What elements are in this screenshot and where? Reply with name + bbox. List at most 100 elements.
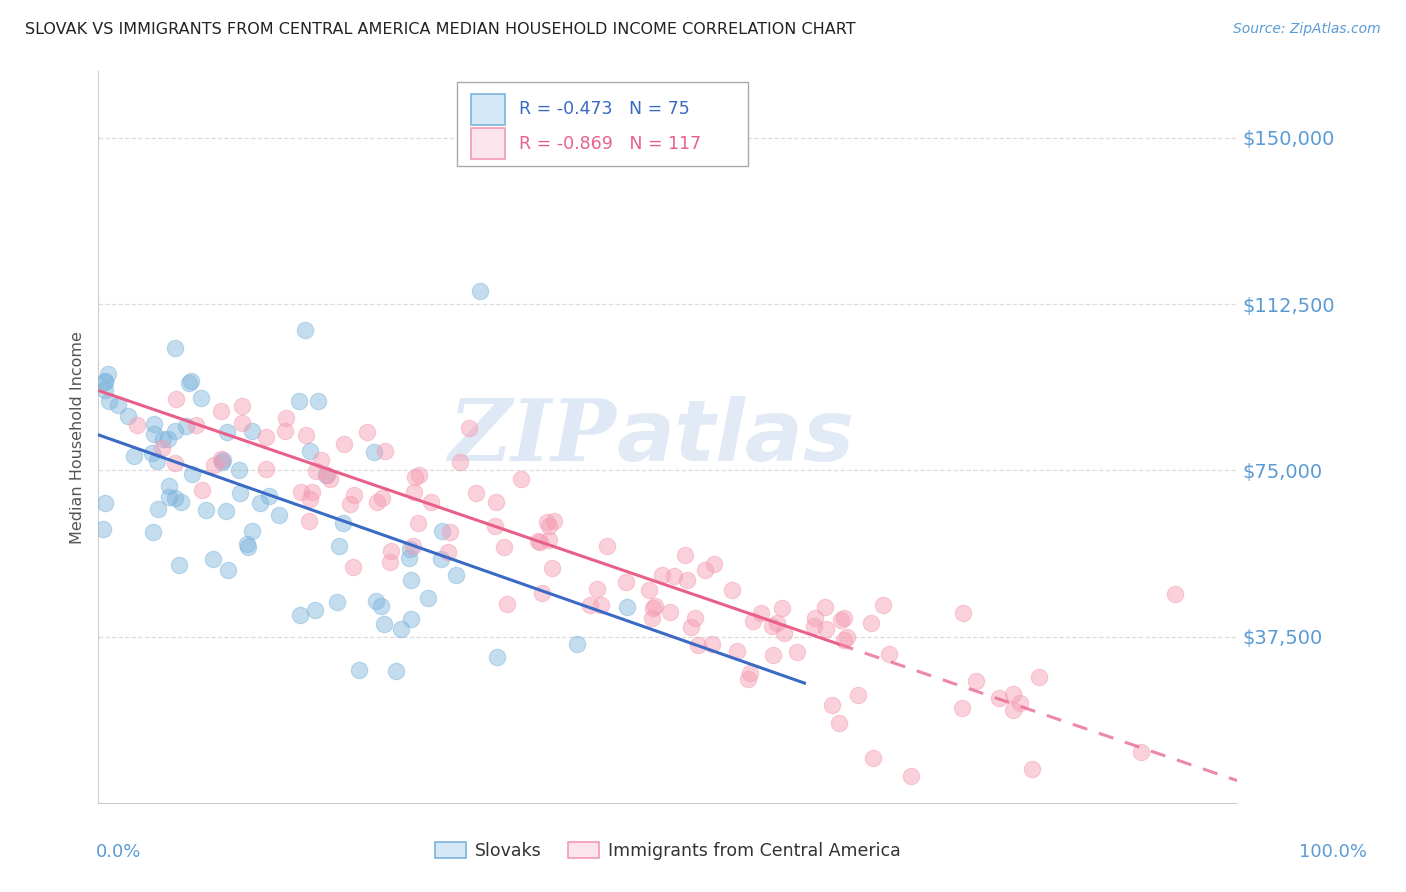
Point	[254, 430, 277, 444]
Point	[741, 614, 763, 628]
Point	[484, 519, 506, 533]
FancyBboxPatch shape	[457, 82, 748, 167]
Point	[988, 690, 1011, 705]
Point	[98, 394, 121, 409]
Point	[900, 769, 922, 783]
Point	[444, 568, 467, 582]
Point	[651, 568, 673, 582]
Point	[180, 374, 202, 388]
Point	[703, 557, 725, 571]
Point	[343, 488, 366, 502]
Point	[157, 491, 180, 505]
Point	[274, 425, 297, 439]
Point	[846, 688, 869, 702]
Point	[228, 463, 250, 477]
FancyBboxPatch shape	[471, 94, 505, 125]
Point	[177, 376, 200, 390]
Point	[693, 563, 716, 577]
Point	[1010, 696, 1032, 710]
Point	[380, 544, 402, 558]
Point	[146, 502, 169, 516]
Point	[94, 375, 117, 389]
Point	[965, 673, 987, 688]
Point	[832, 611, 855, 625]
Point	[97, 368, 120, 382]
Point	[373, 617, 395, 632]
Point	[389, 622, 412, 636]
Point	[94, 374, 117, 388]
Point	[596, 539, 619, 553]
Point	[299, 492, 322, 507]
Text: ZIP: ZIP	[449, 395, 617, 479]
Point	[860, 616, 883, 631]
Point	[229, 486, 252, 500]
Point	[529, 534, 551, 549]
Point	[370, 599, 392, 613]
Point	[152, 432, 174, 446]
Point	[749, 607, 772, 621]
Point	[770, 601, 793, 615]
Point	[319, 472, 342, 486]
Point	[950, 701, 973, 715]
Point	[231, 399, 253, 413]
Point	[616, 600, 638, 615]
Point	[215, 504, 238, 518]
Point	[537, 533, 560, 548]
Point	[117, 409, 139, 423]
Point	[536, 515, 558, 529]
Text: R = -0.869   N = 117: R = -0.869 N = 117	[519, 135, 700, 153]
Point	[762, 648, 785, 662]
Point	[761, 618, 783, 632]
Point	[163, 424, 186, 438]
Point	[257, 489, 280, 503]
Point	[486, 649, 509, 664]
Point	[202, 552, 225, 566]
Point	[195, 503, 218, 517]
Point	[538, 519, 561, 533]
Point	[832, 633, 855, 648]
Point	[305, 464, 328, 478]
Point	[316, 468, 339, 483]
Point	[681, 620, 703, 634]
Point	[872, 598, 894, 612]
Point	[530, 585, 553, 599]
Point	[786, 645, 808, 659]
Point	[737, 672, 759, 686]
Text: 100.0%: 100.0%	[1299, 843, 1367, 861]
Text: R = -0.473   N = 75: R = -0.473 N = 75	[519, 101, 689, 119]
Point	[240, 424, 263, 438]
Point	[402, 540, 425, 554]
Point	[165, 341, 187, 355]
Point	[141, 446, 163, 460]
Point	[385, 665, 408, 679]
Point	[616, 574, 638, 589]
Point	[1028, 670, 1050, 684]
Point	[186, 418, 208, 433]
Point	[370, 491, 392, 506]
Point	[236, 536, 259, 550]
Point	[157, 433, 180, 447]
Point	[269, 508, 291, 522]
Point	[364, 593, 387, 607]
Point	[212, 452, 235, 467]
Point	[640, 611, 662, 625]
Point	[332, 516, 354, 530]
Point	[231, 416, 253, 430]
Point	[1130, 746, 1153, 760]
Y-axis label: Median Household Income: Median Household Income	[70, 331, 86, 543]
Point	[406, 516, 429, 530]
Point	[408, 467, 430, 482]
Point	[378, 555, 401, 569]
Point	[419, 495, 441, 509]
Point	[439, 524, 461, 539]
Point	[468, 284, 491, 298]
Point	[202, 458, 225, 472]
Point	[772, 626, 794, 640]
Point	[952, 607, 974, 621]
Point	[1021, 762, 1043, 776]
Point	[418, 591, 440, 606]
Point	[565, 637, 588, 651]
Point	[315, 468, 337, 483]
Point	[142, 524, 165, 539]
Point	[217, 563, 239, 577]
